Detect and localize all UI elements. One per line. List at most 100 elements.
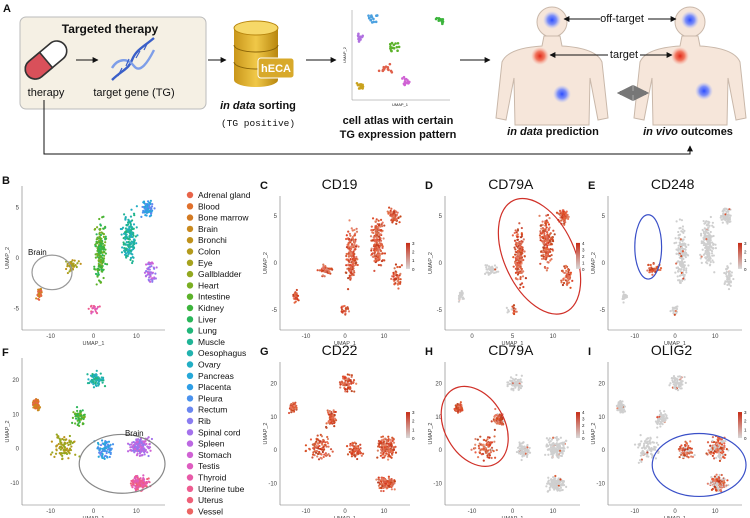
cell-dot	[353, 244, 356, 247]
cell-dot	[351, 441, 354, 444]
cell-dot	[149, 209, 152, 212]
cell-dot	[668, 384, 671, 387]
cell-dot	[76, 409, 79, 413]
cell-dot	[59, 440, 62, 444]
cell-dot	[149, 271, 152, 274]
target-gene-label: target gene (TG)	[93, 87, 174, 99]
cell-dot	[90, 304, 93, 307]
colorbar-label: 3	[412, 410, 415, 415]
cell-dot	[684, 256, 687, 259]
cell-dot	[551, 446, 555, 449]
cell-dot	[506, 381, 509, 384]
cell-dot	[679, 376, 682, 379]
cell-dot	[678, 218, 682, 221]
cell-dot	[540, 227, 543, 230]
cell-dot	[375, 229, 378, 232]
inset-dot	[394, 42, 397, 45]
cell-dot	[381, 245, 384, 248]
inset-dot	[374, 20, 378, 24]
cell-dot	[373, 243, 376, 247]
cell-dot	[99, 255, 102, 258]
cell-dot	[620, 405, 623, 408]
x-tick-label: 10	[550, 509, 557, 515]
cell-dot	[679, 250, 682, 254]
cell-dot	[567, 268, 570, 272]
cell-dot	[94, 256, 97, 259]
cell-dot	[96, 441, 100, 445]
cell-dot	[546, 233, 549, 236]
cell-dot	[315, 445, 318, 448]
cell-dot	[516, 235, 519, 238]
cell-dot	[138, 454, 142, 457]
cell-dot	[331, 418, 334, 422]
cell-dot	[121, 226, 125, 229]
cell-dot	[371, 231, 374, 234]
y-tick-label: 5	[274, 214, 278, 220]
cell-dot	[127, 218, 130, 221]
cell-dot	[546, 248, 549, 251]
cell-dot	[515, 450, 518, 454]
cell-dot	[102, 376, 105, 379]
cell-dot	[370, 247, 373, 250]
cell-dot	[674, 387, 677, 390]
cell-dot	[145, 274, 148, 277]
cell-dot	[543, 233, 546, 237]
cell-dot	[712, 242, 715, 246]
colorbar-label: 0	[744, 267, 747, 272]
cell-dot	[552, 475, 555, 479]
inset-dot	[403, 83, 406, 87]
cell-dot	[129, 482, 133, 485]
cell-dot	[393, 278, 397, 281]
cell-dot	[685, 451, 688, 454]
cell-dot	[683, 278, 686, 281]
cell-dot	[76, 415, 79, 418]
y-axis-label: UMAP_2	[263, 422, 269, 444]
cell-dot	[700, 261, 703, 264]
cell-dot	[340, 306, 343, 309]
cell-dot	[120, 233, 123, 236]
cell-dot	[150, 212, 153, 215]
cell-dot	[326, 442, 330, 445]
cell-dot	[124, 247, 128, 250]
cell-dot	[352, 250, 355, 253]
cell-dot	[68, 451, 71, 454]
cell-dot	[554, 443, 557, 446]
cell-dot	[370, 252, 374, 256]
cell-dot	[126, 442, 130, 445]
y-axis-label: UMAP_2	[428, 422, 434, 444]
cell-dot	[729, 284, 732, 287]
cell-dot	[98, 236, 102, 239]
cell-dot	[356, 263, 359, 267]
cell-dot	[375, 244, 378, 247]
cell-dot	[354, 232, 357, 235]
cell-dot	[387, 475, 390, 478]
cell-dot	[352, 379, 356, 382]
cell-dot	[564, 264, 568, 267]
cell-dot	[493, 428, 496, 431]
cell-dot	[377, 445, 380, 448]
cell-dot	[551, 454, 555, 457]
cell-dot	[370, 229, 373, 232]
cell-dot	[129, 223, 132, 226]
x-axis-label: UMAP_1	[82, 341, 104, 347]
cell-dot	[396, 283, 400, 286]
cell-dot	[493, 435, 496, 438]
cell-dot	[552, 229, 555, 232]
cell-dot	[559, 213, 562, 217]
cell-dot	[351, 235, 354, 239]
cell-dot	[148, 481, 151, 484]
y-axis-label: UMAP_2	[263, 252, 269, 274]
cell-dot	[485, 271, 488, 274]
cell-dot	[665, 415, 668, 419]
cell-dot	[689, 440, 692, 443]
y-axis-label: UMAP_2	[428, 252, 434, 274]
cell-dot	[520, 226, 523, 230]
cell-dot	[566, 213, 569, 216]
cell-dot	[686, 448, 689, 451]
cell-dot	[35, 401, 39, 405]
cell-dot	[546, 482, 549, 485]
cell-dot	[325, 422, 328, 425]
cell-dot	[397, 281, 400, 284]
cell-dot	[687, 243, 690, 246]
cell-dot	[122, 213, 126, 216]
